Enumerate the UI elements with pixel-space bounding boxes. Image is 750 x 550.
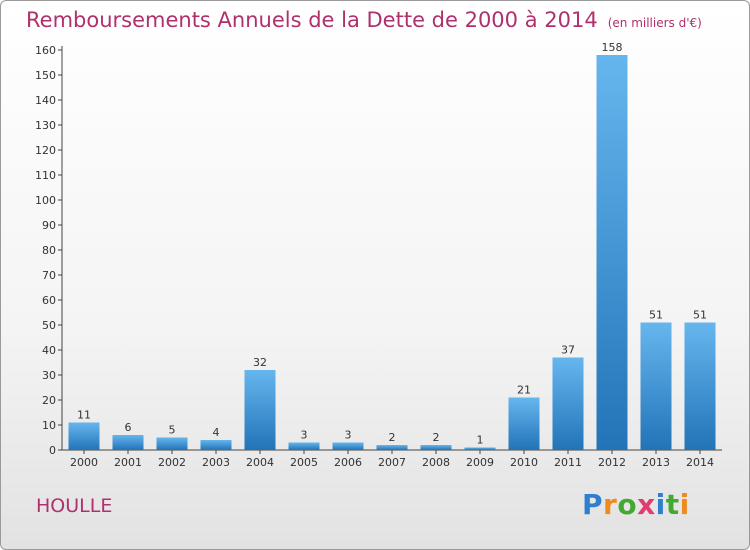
unit-label: (en milliers d'€) xyxy=(607,16,702,30)
y-tick-label: 150 xyxy=(35,69,56,82)
bar-2002 xyxy=(156,437,188,450)
bars xyxy=(68,55,716,450)
chart-title: Remboursements Annuels de la Dette de 20… xyxy=(26,8,702,32)
y-tick-label: 0 xyxy=(49,444,56,457)
data-label-2008: 2 xyxy=(433,431,440,444)
data-label-2009: 1 xyxy=(477,434,484,447)
data-label-2007: 2 xyxy=(389,431,396,444)
x-tick-label-2013: 2013 xyxy=(642,456,670,469)
y-tick-label: 90 xyxy=(42,219,56,232)
bar-2013 xyxy=(640,322,672,450)
bar-2010 xyxy=(508,397,540,450)
bar-2009 xyxy=(464,447,496,450)
y-tick-label: 50 xyxy=(42,319,56,332)
x-tick-label-2012: 2012 xyxy=(598,456,626,469)
y-tick-label: 60 xyxy=(42,294,56,307)
x-tick-label-2008: 2008 xyxy=(422,456,450,469)
logo-letter: i xyxy=(655,488,666,521)
x-tick-label-2000: 2000 xyxy=(70,456,98,469)
x-tick-label-2014: 2014 xyxy=(686,456,714,469)
data-label-2005: 3 xyxy=(301,429,308,442)
data-label-2012: 158 xyxy=(602,41,623,54)
data-label-2000: 11 xyxy=(77,409,91,422)
x-tick-label-2011: 2011 xyxy=(554,456,582,469)
x-tick-label-2010: 2010 xyxy=(510,456,538,469)
y-tick-label: 10 xyxy=(42,419,56,432)
data-label-2014: 51 xyxy=(693,309,707,322)
logo-letter: r xyxy=(603,488,618,521)
data-label-2006: 3 xyxy=(345,429,352,442)
proxiti-logo: Proxiti xyxy=(582,488,690,521)
x-tick-label-2009: 2009 xyxy=(466,456,494,469)
logo-letter: t xyxy=(665,488,680,521)
logo-letter: x xyxy=(637,488,656,521)
x-tick-label-2001: 2001 xyxy=(114,456,142,469)
data-label-2004: 32 xyxy=(253,356,267,369)
data-label-2011: 37 xyxy=(561,344,575,357)
logo-letter: o xyxy=(617,488,638,521)
logo-letter: i xyxy=(679,488,690,521)
data-label-2013: 51 xyxy=(649,309,663,322)
x-tick-label-2006: 2006 xyxy=(334,456,362,469)
logo-letter: P xyxy=(582,488,604,521)
bar-2005 xyxy=(288,442,320,450)
y-tick-label: 140 xyxy=(35,94,56,107)
y-tick-label: 40 xyxy=(42,344,56,357)
bar-2004 xyxy=(244,370,276,450)
x-tick-label-2002: 2002 xyxy=(158,456,186,469)
y-tick-label: 110 xyxy=(35,169,56,182)
y-tick-label: 100 xyxy=(35,194,56,207)
bar-2011 xyxy=(552,357,584,450)
bar-2006 xyxy=(332,442,364,450)
bar-2008 xyxy=(420,445,452,450)
bar-2007 xyxy=(376,445,408,450)
data-label-2010: 21 xyxy=(517,384,531,397)
y-tick-label: 120 xyxy=(35,144,56,157)
y-tick-label: 30 xyxy=(42,369,56,382)
bar-2001 xyxy=(112,435,144,450)
x-tick-label-2004: 2004 xyxy=(246,456,274,469)
data-label-2002: 5 xyxy=(169,424,176,437)
x-tick-label-2003: 2003 xyxy=(202,456,230,469)
y-tick-label: 70 xyxy=(42,269,56,282)
y-tick-label: 80 xyxy=(42,244,56,257)
bar-2003 xyxy=(200,440,232,450)
y-tick-label: 160 xyxy=(35,44,56,57)
commune-name: HOULLE xyxy=(36,495,113,517)
bar-2014 xyxy=(684,322,716,450)
y-tick-label: 20 xyxy=(42,394,56,407)
data-label-2003: 4 xyxy=(213,426,220,439)
y-tick-label: 130 xyxy=(35,119,56,132)
x-tick-label-2005: 2005 xyxy=(290,456,318,469)
bar-2012 xyxy=(596,55,628,450)
bar-2000 xyxy=(68,422,100,450)
data-label-2001: 6 xyxy=(125,421,132,434)
x-tick-label-2007: 2007 xyxy=(378,456,406,469)
title-text: Remboursements Annuels de la Dette de 20… xyxy=(26,8,598,32)
